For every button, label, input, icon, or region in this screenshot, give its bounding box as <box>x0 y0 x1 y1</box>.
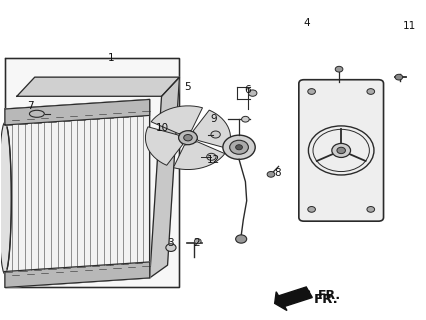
Circle shape <box>366 89 374 94</box>
Circle shape <box>267 172 274 177</box>
Text: 2: 2 <box>193 238 199 248</box>
Text: 3: 3 <box>167 238 174 248</box>
Text: 5: 5 <box>184 82 191 92</box>
Circle shape <box>366 206 374 212</box>
Polygon shape <box>149 77 179 278</box>
Circle shape <box>165 244 176 252</box>
Circle shape <box>331 143 350 157</box>
Circle shape <box>210 131 220 138</box>
Text: 4: 4 <box>303 18 310 28</box>
Circle shape <box>307 206 315 212</box>
Text: 7: 7 <box>27 101 34 111</box>
Circle shape <box>229 140 248 154</box>
Circle shape <box>248 90 256 96</box>
Polygon shape <box>278 287 311 307</box>
Polygon shape <box>274 292 286 310</box>
Polygon shape <box>5 100 149 125</box>
Circle shape <box>241 116 249 122</box>
Circle shape <box>222 135 255 159</box>
Circle shape <box>336 147 345 154</box>
Text: 8: 8 <box>273 168 280 178</box>
FancyBboxPatch shape <box>298 80 383 221</box>
Circle shape <box>235 145 242 150</box>
Circle shape <box>394 74 402 80</box>
Text: 6: 6 <box>244 85 250 95</box>
Ellipse shape <box>0 123 12 274</box>
Circle shape <box>334 66 342 72</box>
Circle shape <box>235 235 246 243</box>
Circle shape <box>194 239 201 244</box>
Polygon shape <box>17 77 179 96</box>
Polygon shape <box>5 262 149 287</box>
Polygon shape <box>5 58 179 287</box>
Polygon shape <box>173 142 225 170</box>
Text: 1: 1 <box>108 53 115 63</box>
Text: 11: 11 <box>402 21 415 31</box>
Polygon shape <box>5 100 149 287</box>
Polygon shape <box>193 110 230 148</box>
Polygon shape <box>145 127 182 165</box>
Polygon shape <box>151 106 202 134</box>
Text: FR.: FR. <box>313 293 337 306</box>
Circle shape <box>183 134 192 141</box>
Text: 12: 12 <box>206 155 220 165</box>
Circle shape <box>307 89 315 94</box>
Text: 10: 10 <box>155 123 169 133</box>
Text: FR.: FR. <box>317 289 340 302</box>
Circle shape <box>178 131 197 145</box>
Ellipse shape <box>29 110 44 117</box>
Text: 9: 9 <box>210 114 216 124</box>
Circle shape <box>206 153 216 160</box>
